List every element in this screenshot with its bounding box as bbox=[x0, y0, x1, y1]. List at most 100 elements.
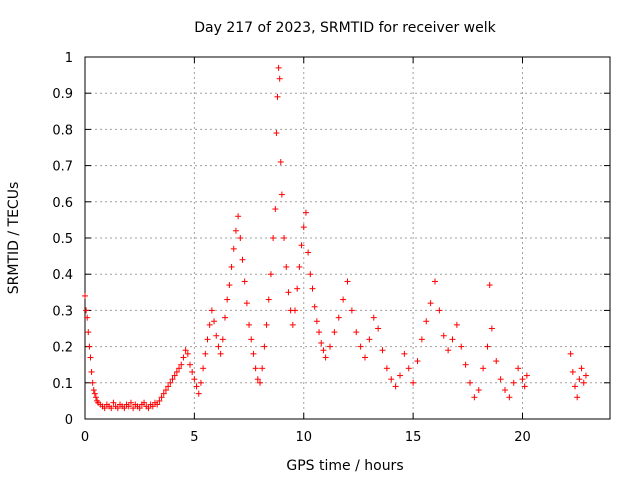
data-point bbox=[467, 379, 473, 386]
x-tick-label: 10 bbox=[295, 430, 312, 445]
data-point bbox=[252, 365, 259, 372]
data-point bbox=[215, 343, 222, 350]
data-point bbox=[311, 303, 318, 310]
data-point bbox=[110, 399, 117, 406]
data-point bbox=[101, 405, 108, 412]
data-point bbox=[197, 379, 204, 386]
data-point bbox=[281, 235, 288, 241]
data-point bbox=[510, 379, 517, 386]
y-tick-label: 0.3 bbox=[52, 304, 73, 319]
data-point bbox=[202, 350, 209, 357]
data-point bbox=[497, 376, 504, 383]
data-point bbox=[292, 307, 298, 314]
data-point bbox=[366, 336, 373, 343]
data-point bbox=[379, 347, 386, 354]
data-point bbox=[160, 390, 167, 397]
data-point bbox=[228, 263, 235, 270]
data-point bbox=[127, 399, 134, 406]
data-point bbox=[418, 336, 425, 343]
data-point bbox=[136, 405, 143, 412]
data-point bbox=[180, 354, 187, 361]
data-point bbox=[471, 394, 478, 401]
data-point bbox=[486, 282, 493, 289]
data-point bbox=[357, 343, 364, 350]
data-point bbox=[567, 350, 574, 357]
data-point bbox=[184, 350, 191, 357]
data-point bbox=[436, 307, 443, 314]
data-point bbox=[171, 372, 178, 379]
data-point bbox=[165, 383, 172, 390]
data-point bbox=[261, 343, 268, 350]
data-point bbox=[423, 318, 430, 325]
data-point bbox=[576, 376, 583, 383]
data-point bbox=[92, 394, 99, 401]
data-point bbox=[300, 224, 307, 231]
y-tick-label: 0.5 bbox=[52, 232, 73, 247]
data-point bbox=[83, 307, 90, 314]
data-point bbox=[195, 390, 202, 397]
data-point bbox=[298, 242, 305, 249]
y-tick-label: 0.8 bbox=[52, 123, 73, 138]
data-point bbox=[158, 394, 165, 401]
data-point bbox=[162, 387, 169, 394]
data-point bbox=[211, 318, 218, 325]
data-point bbox=[375, 325, 382, 332]
data-point bbox=[289, 321, 296, 328]
data-points bbox=[82, 64, 589, 412]
data-point bbox=[125, 403, 132, 410]
data-point bbox=[383, 365, 390, 372]
data-point bbox=[475, 387, 482, 394]
data-point bbox=[296, 263, 303, 270]
data-point bbox=[493, 358, 500, 365]
x-tick-label: 5 bbox=[190, 430, 198, 445]
data-point bbox=[91, 390, 98, 397]
data-point bbox=[515, 365, 522, 372]
data-point bbox=[224, 296, 231, 303]
data-point bbox=[250, 350, 257, 357]
data-point bbox=[348, 307, 355, 314]
data-point bbox=[263, 321, 270, 328]
data-point bbox=[182, 347, 189, 354]
data-point bbox=[362, 354, 368, 361]
data-point bbox=[320, 347, 327, 354]
y-tick-label: 1 bbox=[65, 51, 73, 66]
data-point bbox=[274, 93, 281, 100]
data-point bbox=[270, 235, 277, 241]
data-point bbox=[582, 372, 589, 379]
data-point bbox=[397, 372, 403, 379]
data-point bbox=[149, 403, 156, 410]
data-point bbox=[90, 387, 97, 394]
data-point bbox=[230, 245, 237, 252]
data-point bbox=[277, 158, 284, 165]
data-point bbox=[187, 361, 193, 368]
data-point bbox=[219, 336, 226, 343]
data-point bbox=[206, 321, 213, 328]
data-point bbox=[169, 376, 176, 383]
data-point bbox=[388, 376, 395, 383]
axis-ticks: 00.10.20.30.40.50.60.70.80.910 5 10 15 20 bbox=[52, 51, 610, 445]
data-point bbox=[141, 399, 148, 406]
data-point bbox=[248, 336, 255, 343]
data-point bbox=[340, 296, 347, 303]
data-point bbox=[265, 296, 272, 303]
data-point bbox=[327, 343, 333, 350]
data-point bbox=[309, 285, 316, 292]
data-point bbox=[276, 75, 283, 82]
data-point bbox=[130, 405, 137, 412]
data-point bbox=[523, 372, 530, 379]
data-point bbox=[302, 209, 309, 216]
data-point bbox=[519, 376, 526, 383]
x-tick-label: 0 bbox=[81, 430, 89, 445]
data-point bbox=[167, 379, 174, 386]
data-point bbox=[318, 339, 325, 346]
data-point bbox=[449, 336, 456, 343]
data-point bbox=[480, 365, 487, 372]
data-point bbox=[272, 206, 279, 213]
data-point bbox=[432, 278, 438, 285]
data-point bbox=[521, 383, 528, 390]
data-point bbox=[82, 292, 88, 299]
data-point bbox=[189, 368, 196, 375]
data-point bbox=[506, 394, 513, 401]
